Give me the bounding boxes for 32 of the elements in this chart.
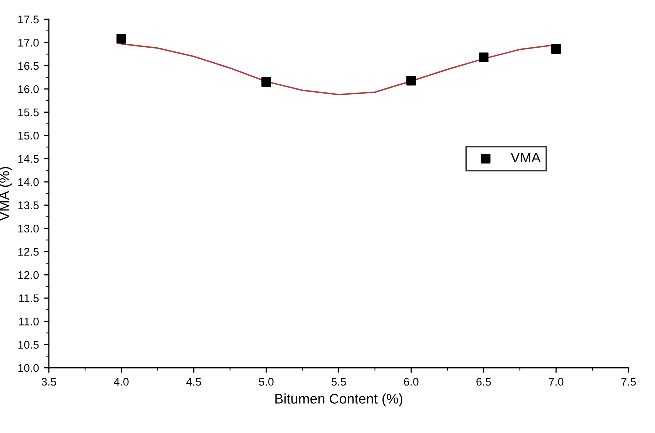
point [116,34,126,44]
y-tick-label: 12.5 [18,248,39,256]
x-tick-label: 4.5 [186,378,202,386]
y-tick-label: 12.0 [18,271,39,280]
x-axis-title: Bitumen Content (%) [276,394,403,407]
point [479,52,489,62]
y-tick-label: 13.5 [18,202,39,210]
y-tick-label: 14.5 [18,155,39,164]
y-tick-label: 15.0 [18,132,39,140]
x-tick-label: 7.0 [549,378,564,386]
y-tick-label: 14.0 [18,178,39,186]
y-tick-label: 16.5 [18,62,39,70]
y-tick-label: 15.5 [18,108,39,117]
x-tick-label: 5.5 [332,378,346,386]
y-tick-label: 11.5 [19,294,39,302]
y-tick-label: 10.0 [18,364,39,372]
y-tick-label: 16.0 [18,85,39,94]
point [406,76,416,86]
point [551,44,562,54]
x-tick-label: 5.0 [259,378,274,386]
point [262,77,272,88]
y-tick-label: 17.5 [18,16,39,24]
y-tick-label: 11.0 [19,318,39,326]
y-tick-label: 17.0 [18,38,39,47]
x-tick-label: 6.0 [404,378,419,386]
x-tick-label: 4.0 [114,378,129,386]
y-tick-label: 13.0 [18,224,39,233]
y-tick-label: 10.5 [18,341,39,349]
legend-label: VMA [510,152,541,163]
x-tick-label: 7.5 [622,378,636,386]
x-tick-label: 6.5 [476,378,492,386]
x-tick-label: 3.5 [42,378,56,386]
